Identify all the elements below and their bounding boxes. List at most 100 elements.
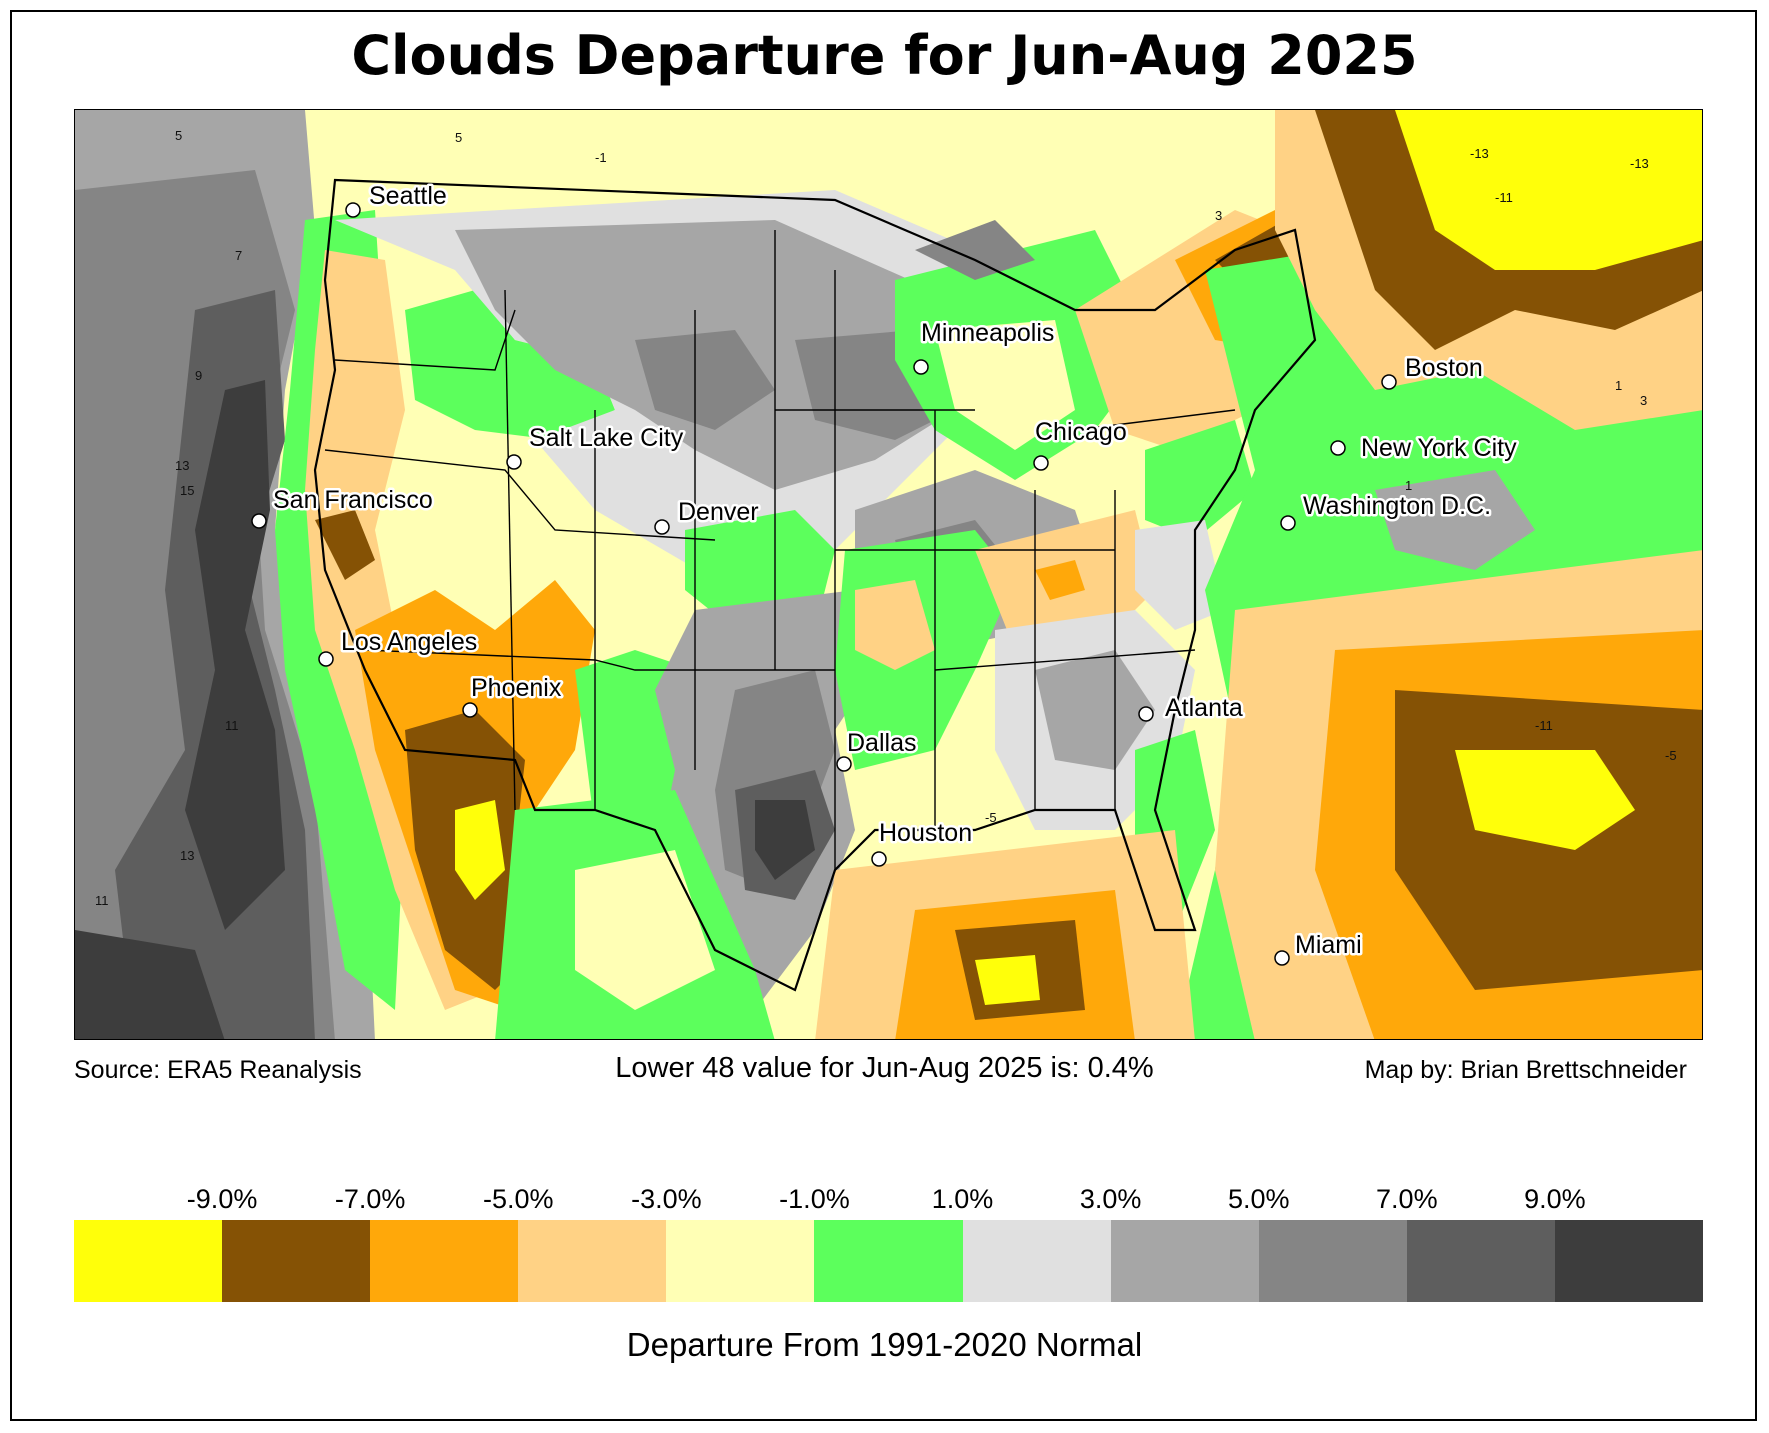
city-label: Salt Lake City bbox=[529, 424, 684, 452]
legend-swatch bbox=[74, 1220, 223, 1302]
city-dallas[interactable]: Dallas bbox=[836, 727, 919, 772]
source-note: Source: ERA5 Reanalysis bbox=[74, 1056, 362, 1084]
contour-label: 11 bbox=[225, 718, 239, 733]
legend-tick-label: 1.0% bbox=[931, 1184, 994, 1214]
city-label: San Francisco bbox=[273, 486, 433, 514]
city-label: Miami bbox=[1295, 931, 1362, 959]
city-label: Minneapolis bbox=[921, 319, 1054, 347]
sf-brown bbox=[315, 510, 375, 580]
city-new-york-city[interactable]: New York City bbox=[1330, 432, 1520, 465]
city-label: Houston bbox=[879, 819, 972, 847]
georgia-gray bbox=[1035, 650, 1155, 770]
contour-label: 3 bbox=[1640, 393, 1647, 408]
city-label: Denver bbox=[678, 498, 759, 526]
city-houston[interactable]: Houston bbox=[871, 817, 975, 867]
subtropical-atlantic-yellow bbox=[1455, 750, 1635, 850]
houston-darkest bbox=[755, 800, 815, 880]
map-title: Clouds Departure for Jun-Aug 2025 bbox=[351, 24, 1418, 87]
contour-labels: -13 -13 -11 -11 -5 -5 -1 1 1 3 3 5 5 7 9… bbox=[95, 128, 1677, 908]
city-label: Atlanta bbox=[1165, 694, 1243, 722]
legend-tick-label: -3.0% bbox=[631, 1184, 702, 1214]
city-denver[interactable]: Denver bbox=[654, 496, 761, 535]
city-washington-dc[interactable]: Washington D.C. bbox=[1280, 490, 1494, 531]
contour-label: 5 bbox=[455, 130, 462, 145]
map-panel[interactable]: -13 -13 -11 -11 -5 -5 -1 1 1 3 3 5 5 7 9… bbox=[74, 109, 1703, 1040]
city-markers: Seattle Minneapolis Boston Chicago Salt … bbox=[251, 180, 1520, 966]
city-minneapolis[interactable]: Minneapolis bbox=[913, 317, 1057, 375]
legend-tick-label: 5.0% bbox=[1227, 1184, 1290, 1214]
contour-label: -5 bbox=[985, 810, 997, 825]
color-legend bbox=[74, 1220, 1704, 1302]
southwest-yellow bbox=[455, 800, 505, 900]
city-miami[interactable]: Miami bbox=[1274, 929, 1364, 966]
legend-swatch bbox=[222, 1220, 371, 1302]
contour-label: 13 bbox=[175, 458, 189, 473]
city-label: Washington D.C. bbox=[1303, 492, 1491, 520]
contour-label: -13 bbox=[1630, 156, 1649, 171]
legend-tick-label: -1.0% bbox=[779, 1184, 850, 1214]
legend-swatch bbox=[962, 1220, 1111, 1302]
legend-swatch bbox=[666, 1220, 815, 1302]
legend-tick-label: -5.0% bbox=[482, 1184, 554, 1214]
contour-label: 1 bbox=[1615, 378, 1622, 393]
city-san-francisco[interactable]: San Francisco bbox=[251, 484, 435, 529]
legend-swatch bbox=[1110, 1220, 1259, 1302]
contour-label: -13 bbox=[1470, 146, 1489, 161]
figure-frame bbox=[10, 10, 1757, 1421]
intermountain-green bbox=[405, 290, 615, 440]
arkansas-tan bbox=[855, 580, 935, 670]
contour-label: 1 bbox=[1405, 478, 1412, 493]
city-atlanta[interactable]: Atlanta bbox=[1138, 692, 1245, 725]
dc-lightgray bbox=[1135, 520, 1225, 630]
lower-48-summary: Lower 48 value for Jun-Aug 2025 is: 0.4% bbox=[615, 1052, 1154, 1084]
kentucky-orange bbox=[1035, 560, 1085, 600]
legend-swatch bbox=[814, 1220, 963, 1302]
contour-label: -5 bbox=[1665, 748, 1677, 763]
city-chicago[interactable]: Chicago bbox=[1033, 416, 1129, 471]
city-label: Los Angeles bbox=[341, 628, 477, 656]
contour-label: 13 bbox=[180, 848, 194, 863]
contour-label: 11 bbox=[95, 893, 109, 908]
dakota-darkgray bbox=[635, 330, 775, 430]
city-label: Seattle bbox=[369, 182, 447, 210]
lake-superior-gray bbox=[915, 220, 1035, 280]
state-lines bbox=[324, 230, 1236, 870]
contour-label: 15 bbox=[180, 483, 194, 498]
contour-label: 5 bbox=[175, 128, 182, 143]
city-label: Phoenix bbox=[471, 674, 562, 702]
map-canvas: -13 -13 -11 -11 -5 -5 -1 1 1 3 3 5 5 7 9… bbox=[75, 110, 1702, 1039]
contour-label: -11 bbox=[1495, 190, 1513, 205]
contour-label: -11 bbox=[1535, 718, 1553, 733]
michigan-yellow bbox=[935, 320, 1075, 450]
legend-swatch bbox=[1554, 1220, 1704, 1302]
legend-title: Departure From 1991-2020 Normal bbox=[626, 1326, 1143, 1363]
legend-tick-label: 9.0% bbox=[1524, 1184, 1586, 1214]
contour-label: -1 bbox=[595, 150, 607, 165]
contour-label: 7 bbox=[235, 248, 242, 263]
city-seattle[interactable]: Seattle bbox=[345, 180, 449, 218]
city-label: New York City bbox=[1361, 434, 1517, 462]
city-label: Dallas bbox=[847, 729, 916, 757]
city-salt-lake-city[interactable]: Salt Lake City bbox=[506, 422, 686, 470]
legend-tick-label: -7.0% bbox=[334, 1184, 406, 1214]
legend-tick-label: 7.0% bbox=[1376, 1184, 1438, 1214]
gulf-yellow bbox=[975, 955, 1040, 1005]
us-outline bbox=[313, 178, 1317, 992]
legend-swatch bbox=[1258, 1220, 1407, 1302]
north-atlantic-yellow bbox=[1395, 110, 1702, 270]
city-los-angeles[interactable]: Los Angeles bbox=[318, 626, 480, 667]
city-label: Chicago bbox=[1035, 418, 1127, 446]
legend-tick-label: 3.0% bbox=[1079, 1184, 1142, 1214]
legend-tick-label: -9.0% bbox=[186, 1184, 258, 1214]
credit-note: Map by: Brian Brettschneider bbox=[1364, 1056, 1687, 1084]
contour-label: 3 bbox=[1215, 208, 1222, 223]
mid-atlantic-green bbox=[1145, 420, 1255, 540]
legend-swatch bbox=[1406, 1220, 1555, 1302]
legend-swatch bbox=[518, 1220, 667, 1302]
contour-label: 9 bbox=[195, 368, 202, 383]
city-phoenix[interactable]: Phoenix bbox=[462, 672, 564, 718]
city-label: Boston bbox=[1405, 354, 1483, 382]
city-boston[interactable]: Boston bbox=[1381, 352, 1485, 390]
atlantic-gray-patch bbox=[1375, 470, 1535, 570]
mexico-yellow bbox=[575, 850, 715, 1010]
